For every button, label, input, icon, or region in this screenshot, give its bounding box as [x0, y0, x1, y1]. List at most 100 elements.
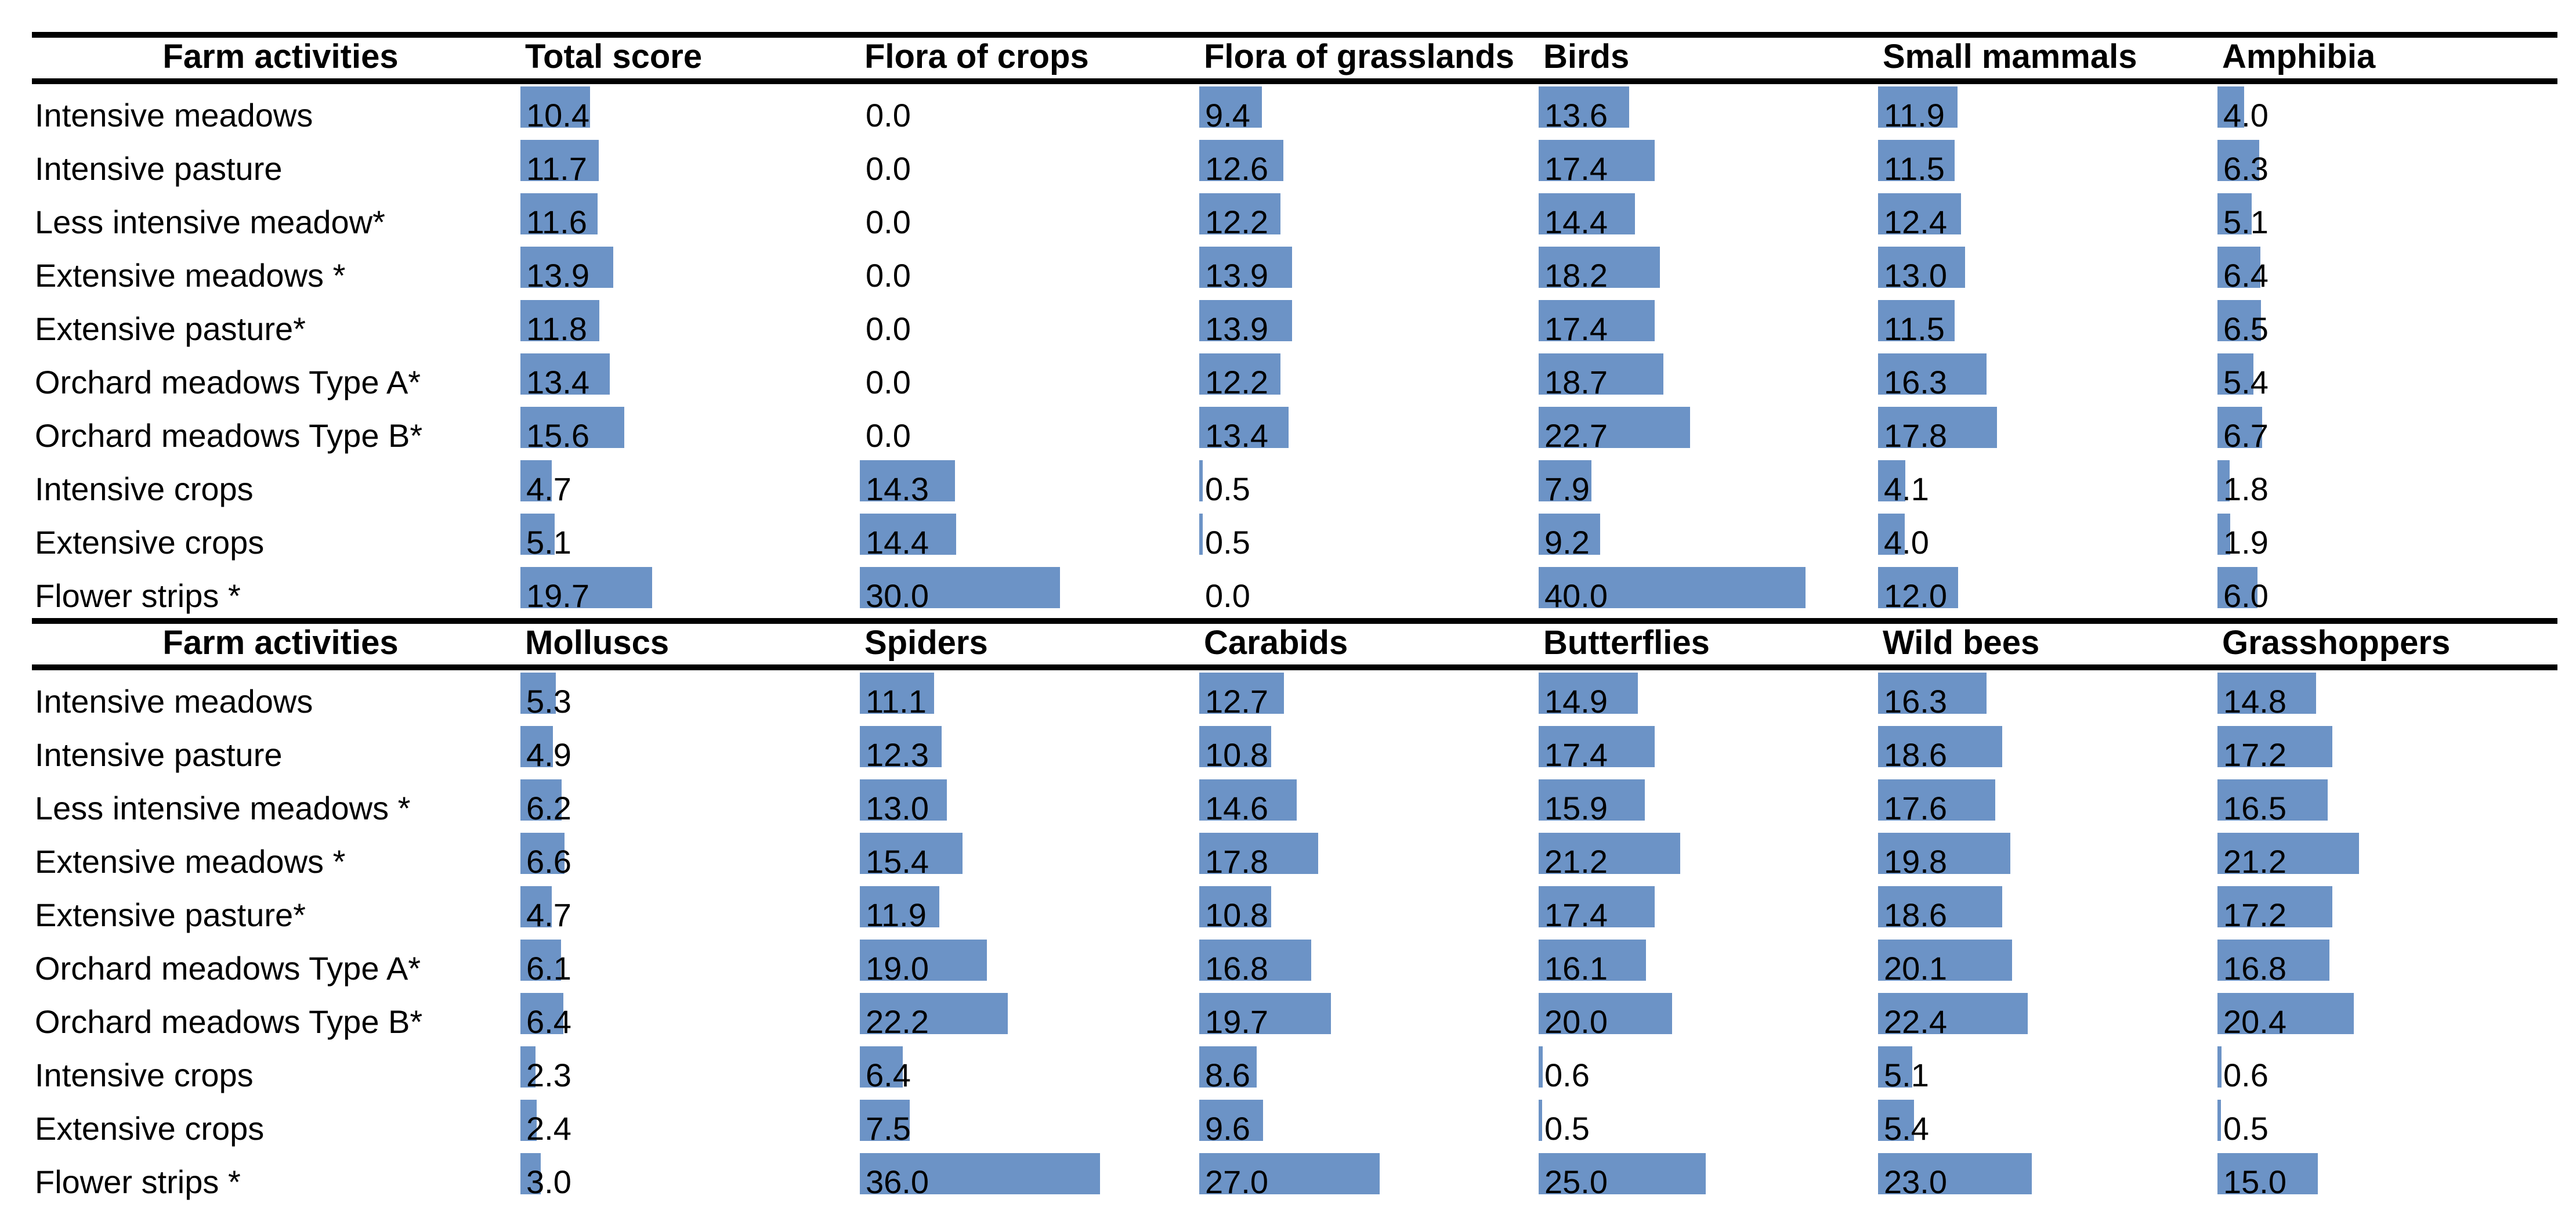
column-header: Spiders [864, 624, 988, 662]
score-cell: 10.4 [520, 84, 860, 138]
score-cell: 25.0 [1539, 1151, 1878, 1204]
score-value: 4.9 [526, 736, 571, 773]
data-bar [1539, 140, 1655, 181]
score-value: 19.0 [866, 950, 929, 987]
score-cell: 19.0 [860, 937, 1199, 991]
row-label: Orchard meadows Type B* [35, 417, 423, 454]
score-cell: 0.5 [1199, 511, 1539, 565]
score-cell: 10.8 [1199, 724, 1539, 777]
row-label-cell: Intensive meadows [0, 84, 520, 138]
data-bar [520, 86, 590, 128]
data-bar [2217, 833, 2359, 874]
data-bar [2217, 193, 2252, 234]
data-bar [1539, 460, 1591, 501]
data-bar [1878, 193, 1961, 234]
score-value: 13.4 [1205, 417, 1268, 454]
data-bar [860, 514, 956, 555]
score-value: 10.8 [1205, 897, 1268, 933]
data-bar [520, 726, 553, 767]
score-cell: 7.9 [1539, 458, 1878, 511]
divider-rule [32, 78, 2557, 84]
score-value: 21.2 [1544, 843, 1608, 880]
column-header: Flora of crops [864, 38, 1089, 75]
row-label: Extensive pasture* [35, 897, 306, 933]
row-label-cell: Less intensive meadows * [0, 777, 520, 830]
data-bar [860, 833, 963, 874]
score-cell: 6.7 [2217, 404, 2576, 458]
score-value: 14.3 [866, 471, 929, 507]
score-value: 17.2 [2223, 897, 2286, 933]
data-bar [860, 779, 947, 821]
score-cell: 22.4 [1878, 991, 2217, 1044]
score-cell: 12.4 [1878, 191, 2217, 244]
score-value: 15.0 [2223, 1164, 2286, 1200]
score-value: 13.9 [1205, 310, 1268, 347]
score-value: 18.7 [1544, 364, 1608, 400]
data-bar [1878, 407, 1997, 448]
score-cell: 15.9 [1539, 777, 1878, 830]
score-cell: 17.4 [1539, 298, 1878, 351]
row-label-cell: Flower strips * [0, 1151, 520, 1204]
row-label: Flower strips * [35, 1164, 241, 1200]
score-cell: 4.0 [2217, 84, 2576, 138]
score-cell: 12.3 [860, 724, 1199, 777]
score-value: 9.2 [1544, 524, 1590, 561]
score-cell: 13.9 [1199, 244, 1539, 298]
score-value: 6.1 [526, 950, 571, 987]
row-label-cell: Extensive crops [0, 1097, 520, 1151]
row-label: Extensive meadows * [35, 257, 346, 294]
score-value: 13.0 [866, 790, 929, 826]
data-bar [860, 993, 1008, 1034]
data-bar [1199, 833, 1318, 874]
score-value: 21.2 [2223, 843, 2286, 880]
score-cell: 20.0 [1539, 991, 1878, 1044]
data-row: Extensive meadows * 13.9 0.0 13.9 18.2 13.0 6.… [0, 244, 2576, 298]
score-value: 7.5 [866, 1110, 911, 1147]
data-bar [1199, 726, 1271, 767]
score-cell: 12.0 [1878, 565, 2217, 618]
row-label: Intensive pasture [35, 736, 283, 773]
column-header: Butterflies [1543, 624, 1710, 662]
row-header-farm-activities: Farm activities [162, 624, 399, 662]
row-label: Extensive meadows * [35, 843, 346, 880]
score-cell: 11.7 [520, 138, 860, 191]
score-cell: 18.2 [1539, 244, 1878, 298]
score-cell: 14.4 [1539, 191, 1878, 244]
data-bar [1878, 726, 2002, 767]
data-bar [1539, 886, 1655, 927]
score-value: 16.1 [1544, 950, 1608, 987]
row-label-cell: Extensive meadows * [0, 830, 520, 884]
score-value: 0.0 [866, 97, 911, 133]
score-value: 3.0 [526, 1164, 571, 1200]
row-label-cell: Flower strips * [0, 565, 520, 618]
row-label: Extensive crops [35, 1110, 265, 1147]
score-value: 17.4 [1544, 150, 1608, 187]
data-bar [2217, 1046, 2222, 1088]
score-cell: 6.1 [520, 937, 860, 991]
score-value: 0.0 [866, 204, 911, 240]
data-bar [520, 567, 652, 608]
data-bar [860, 567, 1060, 608]
score-value: 16.5 [2223, 790, 2286, 826]
score-value: 22.7 [1544, 417, 1608, 454]
data-bar [1539, 407, 1690, 448]
score-value: 4.0 [1884, 524, 1929, 561]
data-bar [520, 460, 552, 501]
data-row: Extensive pasture* 11.8 0.0 13.9 17.4 11.5 6.5 [0, 298, 2576, 351]
data-bar [1539, 993, 1672, 1034]
data-bar [520, 833, 565, 874]
data-row: Intensive crops 4.7 14.3 0.5 7.9 4.1 1.8 [0, 458, 2576, 511]
data-bar [1878, 247, 1965, 288]
data-row: Intensive pasture 4.9 12.3 10.8 17.4 18.6 17.2 [0, 724, 2576, 777]
data-bar [1539, 86, 1629, 128]
row-label-cell: Orchard meadows Type A* [0, 937, 520, 991]
score-cell: 36.0 [860, 1151, 1199, 1204]
score-value: 11.5 [1884, 150, 1945, 187]
score-value: 12.3 [866, 736, 929, 773]
score-value: 2.4 [526, 1110, 571, 1147]
score-cell: 16.3 [1878, 670, 2217, 724]
score-value: 12.2 [1205, 204, 1268, 240]
score-value: 2.3 [526, 1057, 571, 1093]
data-bar [1539, 1100, 1542, 1141]
score-value: 0.0 [866, 364, 911, 400]
